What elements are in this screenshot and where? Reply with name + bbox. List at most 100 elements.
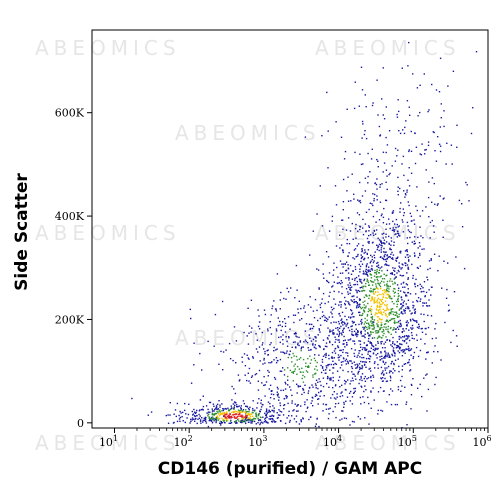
data-point bbox=[228, 417, 230, 419]
data-point bbox=[351, 377, 354, 379]
data-point bbox=[368, 240, 370, 243]
data-point bbox=[330, 306, 333, 308]
data-point bbox=[377, 160, 379, 162]
data-point bbox=[359, 306, 362, 308]
data-point bbox=[403, 349, 405, 351]
data-point bbox=[398, 265, 400, 267]
data-point bbox=[357, 331, 359, 333]
data-point bbox=[312, 374, 314, 376]
data-point bbox=[377, 363, 379, 366]
data-point bbox=[332, 331, 334, 334]
data-point bbox=[383, 232, 385, 235]
data-point bbox=[371, 297, 373, 299]
data-point bbox=[376, 323, 378, 325]
data-point bbox=[277, 388, 279, 390]
data-point bbox=[406, 320, 408, 322]
data-point bbox=[221, 300, 224, 303]
data-point bbox=[363, 328, 365, 330]
data-point bbox=[406, 237, 408, 239]
data-point bbox=[347, 291, 349, 293]
data-point bbox=[369, 273, 371, 275]
data-point bbox=[374, 367, 376, 369]
data-point bbox=[404, 349, 406, 351]
data-point bbox=[420, 285, 423, 287]
data-point bbox=[248, 380, 250, 382]
data-point bbox=[313, 357, 316, 360]
data-point bbox=[423, 281, 426, 283]
data-point bbox=[409, 369, 412, 371]
data-point bbox=[261, 382, 263, 384]
data-point bbox=[242, 419, 244, 421]
data-point bbox=[394, 291, 396, 293]
data-point bbox=[450, 341, 452, 344]
data-point bbox=[286, 350, 288, 352]
data-point bbox=[395, 347, 398, 349]
data-point bbox=[357, 243, 360, 245]
data-point bbox=[400, 250, 402, 252]
data-point bbox=[233, 408, 235, 410]
data-point bbox=[364, 249, 366, 251]
data-point bbox=[360, 257, 363, 260]
data-point bbox=[428, 260, 431, 262]
data-point bbox=[470, 132, 473, 135]
data-point bbox=[279, 370, 281, 372]
data-point bbox=[384, 367, 386, 369]
data-point bbox=[339, 260, 342, 262]
data-point bbox=[268, 409, 270, 412]
data-point bbox=[219, 411, 221, 413]
data-point bbox=[394, 322, 396, 325]
data-point bbox=[203, 419, 206, 422]
data-point bbox=[296, 336, 298, 338]
data-point bbox=[434, 203, 436, 205]
data-point bbox=[333, 290, 335, 293]
data-point bbox=[175, 415, 177, 418]
data-point bbox=[292, 372, 295, 374]
data-point bbox=[356, 363, 358, 365]
data-point bbox=[383, 278, 386, 280]
data-point bbox=[248, 332, 250, 334]
data-point bbox=[403, 212, 405, 214]
data-point bbox=[361, 282, 363, 284]
data-point bbox=[377, 409, 379, 412]
data-point bbox=[362, 163, 364, 165]
data-point bbox=[297, 410, 299, 412]
data-point bbox=[329, 379, 331, 381]
data-point bbox=[431, 177, 434, 179]
data-point bbox=[249, 417, 251, 419]
data-point bbox=[364, 333, 366, 335]
data-point bbox=[321, 358, 324, 361]
data-point bbox=[249, 415, 252, 417]
data-point bbox=[341, 311, 344, 314]
data-point bbox=[401, 219, 403, 221]
data-point bbox=[365, 270, 367, 272]
data-point bbox=[397, 292, 399, 295]
data-point bbox=[383, 343, 385, 345]
data-point bbox=[230, 419, 232, 422]
data-point bbox=[406, 362, 409, 364]
data-point bbox=[373, 325, 375, 327]
data-point bbox=[371, 318, 374, 321]
data-point bbox=[189, 422, 191, 424]
data-point bbox=[409, 349, 412, 351]
data-point bbox=[388, 218, 390, 220]
data-point bbox=[411, 334, 413, 337]
data-point bbox=[414, 308, 416, 310]
data-point bbox=[351, 362, 353, 364]
data-point bbox=[403, 363, 405, 365]
data-point bbox=[319, 317, 321, 320]
data-point bbox=[372, 374, 374, 376]
data-point bbox=[256, 402, 259, 404]
data-point bbox=[393, 363, 395, 366]
data-point bbox=[385, 236, 387, 238]
data-point bbox=[176, 420, 179, 423]
data-point bbox=[363, 356, 365, 359]
data-point bbox=[412, 304, 414, 307]
data-point bbox=[307, 304, 310, 306]
data-point bbox=[387, 352, 389, 354]
data-point bbox=[326, 320, 328, 322]
data-point bbox=[334, 362, 336, 365]
data-point bbox=[416, 320, 418, 322]
data-point bbox=[386, 188, 388, 191]
data-point bbox=[376, 265, 378, 268]
data-point bbox=[377, 326, 379, 328]
